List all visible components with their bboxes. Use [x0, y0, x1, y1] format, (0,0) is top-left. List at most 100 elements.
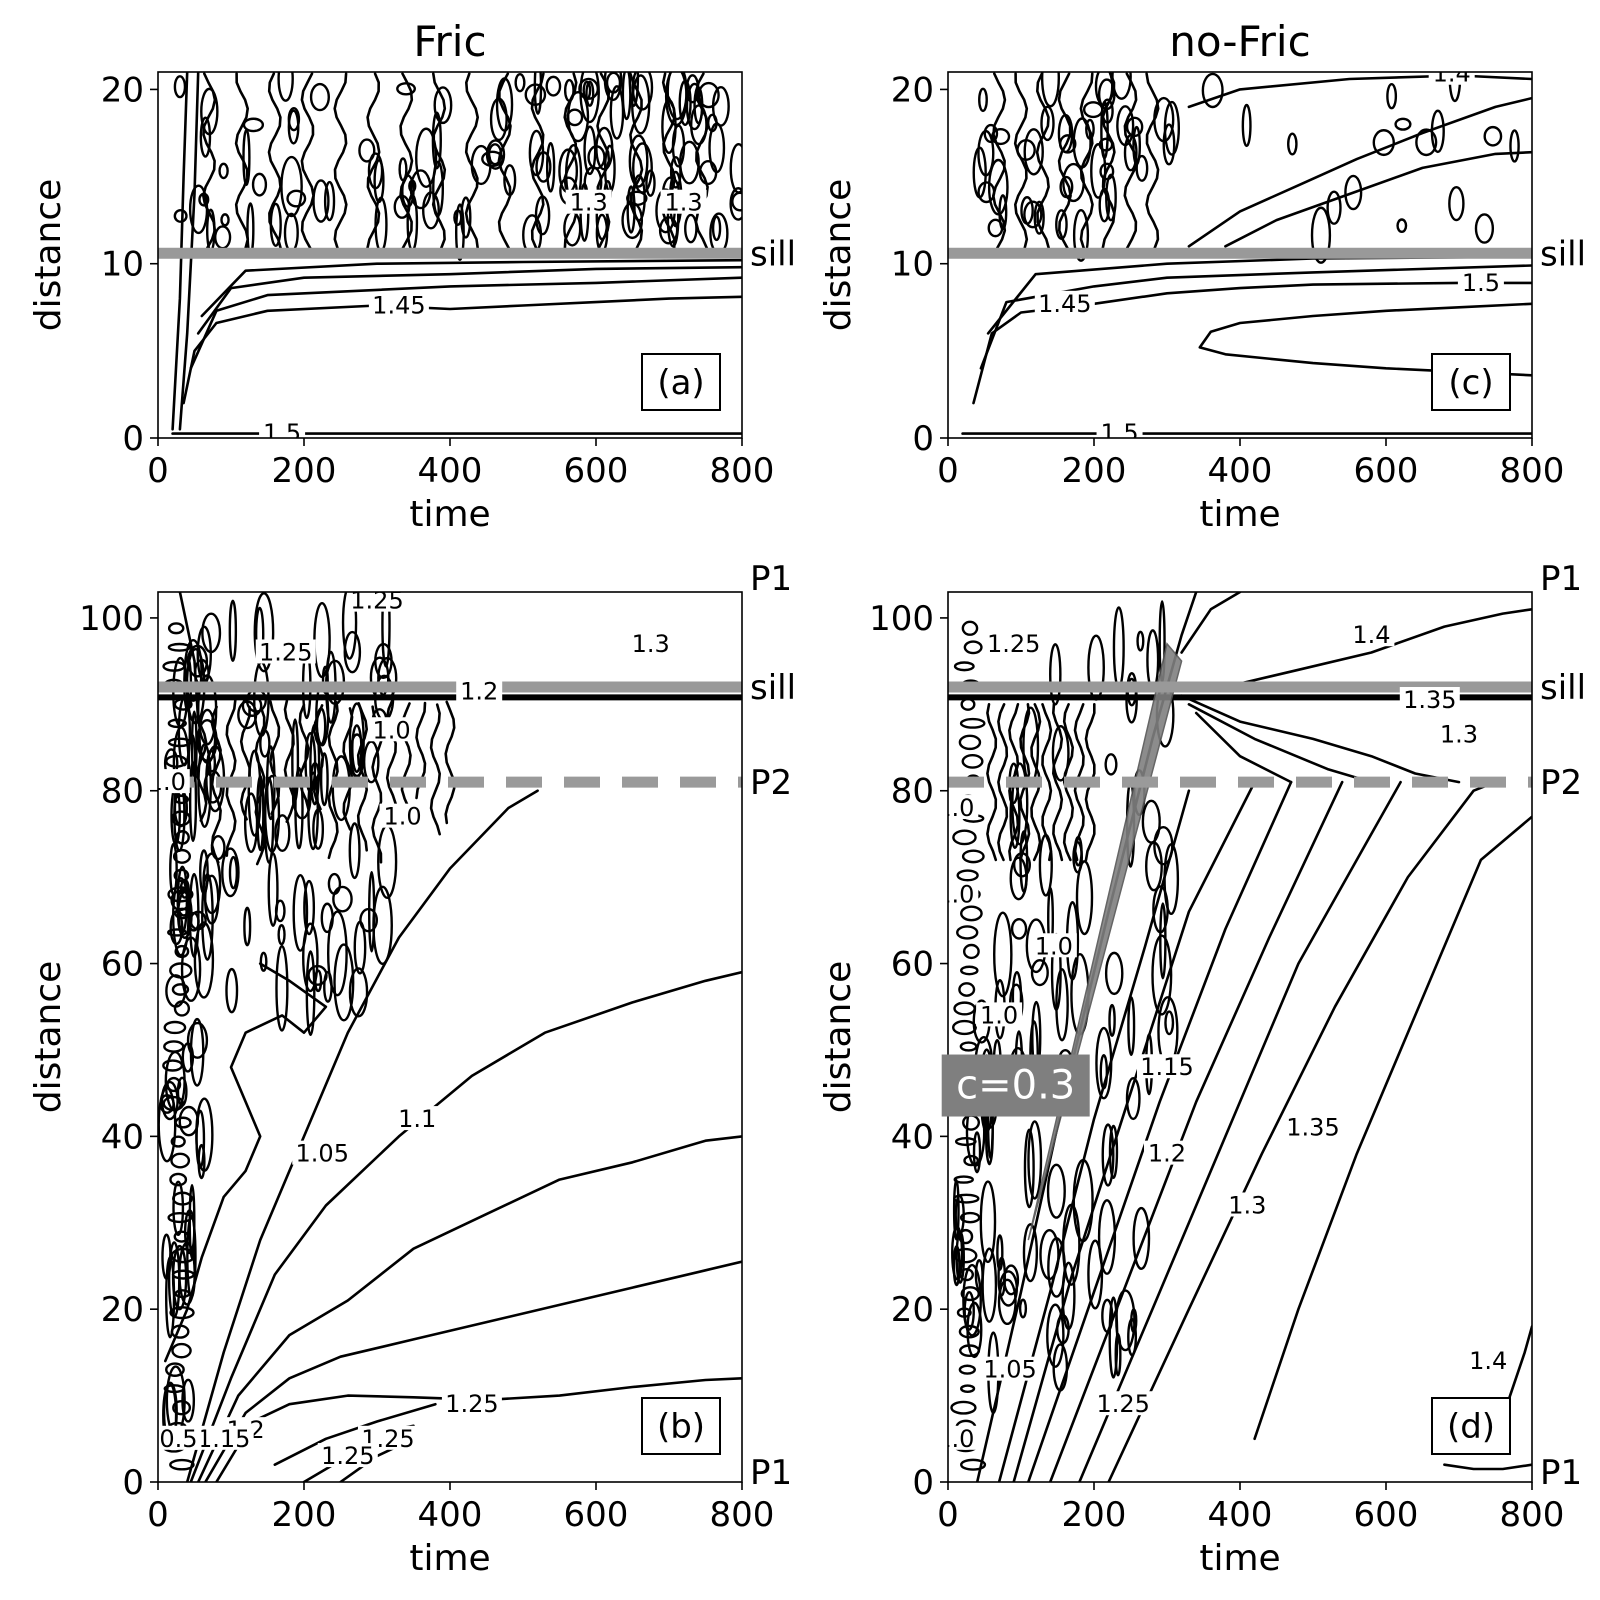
contour-label-bg	[948, 1425, 979, 1450]
clutter-contour	[1108, 1003, 1116, 1037]
clutter-contour	[961, 753, 984, 769]
clutter-contour	[228, 855, 239, 890]
clutter-contour	[1201, 72, 1224, 109]
clutter-contour	[373, 159, 385, 204]
clutter-contour	[953, 1001, 976, 1016]
contour-line	[661, 72, 677, 250]
contour-label: 1.35	[1403, 686, 1456, 714]
contour-label: 1.1	[398, 1105, 436, 1133]
clutter-contour	[228, 599, 238, 662]
contour-line-1-4	[196, 265, 742, 335]
contour-line	[298, 703, 310, 810]
clutter-contour	[966, 1301, 983, 1359]
clutter-contour	[485, 139, 506, 170]
clutter-contour	[669, 156, 682, 189]
clutter-contour	[697, 81, 720, 109]
x-tick-label: 200	[272, 451, 337, 491]
clutter-contour	[987, 218, 1004, 238]
clutter-contour	[303, 879, 316, 936]
contour-label: 1.05	[983, 1356, 1036, 1384]
clutter-contour	[963, 640, 983, 655]
annotation-text: c=0.3	[956, 1063, 1075, 1109]
contour-line-1-35	[1224, 150, 1532, 248]
clutter-contour	[959, 1267, 974, 1282]
clutter-contour	[220, 213, 230, 227]
contour-line-1-25	[273, 1402, 437, 1466]
contour-line	[444, 700, 456, 825]
clutter-contour	[189, 910, 207, 931]
clutter-contour	[678, 79, 692, 126]
contour-label: 1.0	[148, 768, 186, 796]
contour-label-bg	[983, 630, 1044, 655]
contour-line	[210, 705, 222, 864]
x-tick-label: 400	[418, 1495, 483, 1535]
clutter-contour	[958, 734, 982, 751]
contour-label: 1.0	[936, 1425, 974, 1453]
clutter-contour	[172, 848, 192, 864]
clutter-contour	[178, 1105, 200, 1137]
clutter-contour	[956, 1307, 972, 1318]
clutter-contour	[174, 1289, 191, 1299]
clutter-contour	[1023, 200, 1043, 229]
contour-line	[1035, 72, 1050, 250]
clutter-contour	[206, 749, 217, 777]
contour-line	[497, 72, 512, 250]
y-axis-label: distance	[818, 179, 859, 332]
clutter-contour	[312, 179, 330, 223]
clutter-contour	[991, 127, 1011, 146]
contour-line	[563, 72, 578, 250]
clutter-contour	[1059, 175, 1074, 199]
plot-area: 1.45 1.5 1.3 1.3	[158, 72, 742, 438]
clutter-contour	[962, 1114, 981, 1131]
clutter-contour	[609, 85, 625, 140]
contour-label: 1.45	[1038, 290, 1091, 318]
clutter-contour	[977, 181, 996, 204]
clutter-contour	[374, 642, 393, 680]
contour-label-bg	[1224, 1192, 1271, 1217]
contour-label: 1.4	[1469, 1347, 1507, 1375]
contour-label: 1.45	[372, 292, 425, 320]
clutter-contour	[1116, 105, 1135, 147]
clutter-contour	[1022, 1223, 1039, 1283]
p1-label: P1	[1540, 559, 1582, 599]
contour-line-1-4	[979, 264, 1532, 370]
panel-b-fric-long: 1.25 1.25 1.2 1.3 1.0 1.0 1.0 1.05 1.1 1.25 1.25 1.…	[28, 559, 796, 1579]
contour-label-bg	[1348, 622, 1395, 647]
contour-label-bg	[565, 189, 612, 214]
clutter-contour	[398, 157, 408, 182]
contour-label: 1.05	[296, 1140, 349, 1168]
contour-label-bg	[255, 639, 316, 664]
contour-line	[1123, 72, 1138, 250]
clutter-contour	[729, 143, 742, 194]
panel-c-no-fric: 1.45 1.5 1.5 1.4 0 200 400 600 800 0 10 20 time dista…	[818, 17, 1586, 535]
clutter-contour	[163, 1040, 185, 1053]
clutter-contour	[684, 213, 698, 244]
contour-label: 1.3	[1228, 1191, 1266, 1219]
x-axis-label: time	[1199, 494, 1280, 535]
clutter-contour	[481, 150, 504, 168]
clutter-contour	[1047, 1237, 1066, 1298]
clutter-contour	[196, 625, 212, 683]
clutter-contour	[187, 911, 200, 932]
clutter-contour	[331, 755, 351, 822]
y-tick-label: 0	[912, 419, 934, 459]
clutter-contour	[348, 822, 361, 880]
clutter-contour	[1287, 132, 1298, 156]
clutter-contour	[359, 907, 379, 933]
contour-line	[986, 703, 998, 862]
clutter-contour	[953, 1175, 974, 1184]
contour-label-bg	[441, 1391, 502, 1416]
clutter-contour	[320, 902, 334, 934]
x-tick-label: 800	[1500, 451, 1565, 491]
contour-label-bg	[1137, 1054, 1197, 1079]
contour-label-bg	[1465, 1348, 1512, 1373]
contour-line-1-45	[189, 276, 742, 370]
clutter-contour	[167, 642, 192, 652]
x-tick-label: 0	[937, 1495, 959, 1535]
y-tick-label: 0	[122, 1463, 144, 1503]
clutter-contour	[1055, 968, 1069, 1042]
contour-line	[399, 72, 414, 250]
y-tick-label: 80	[891, 772, 934, 812]
contour-label-bg	[1428, 72, 1475, 85]
clutter-contour	[1099, 162, 1115, 181]
